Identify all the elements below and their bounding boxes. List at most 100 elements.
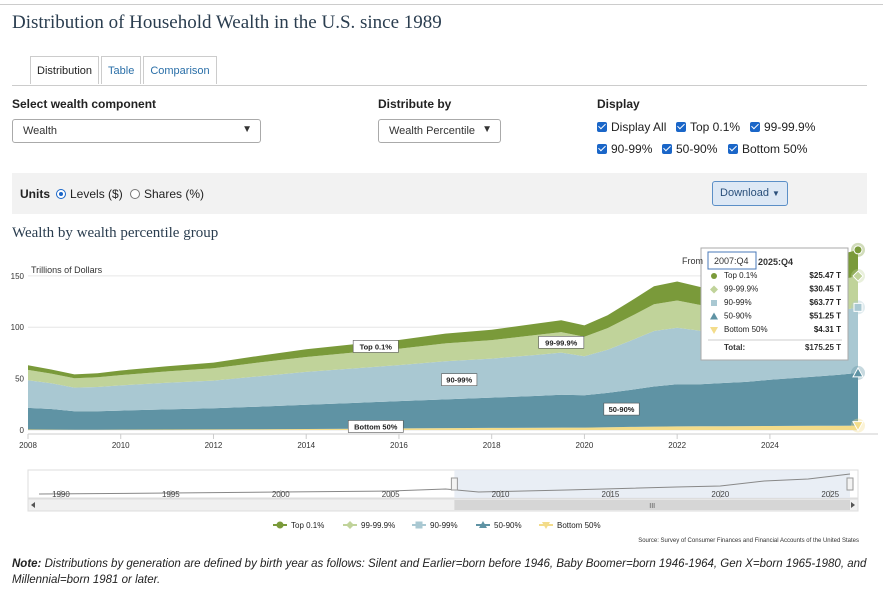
from-date-input[interactable] bbox=[707, 251, 757, 270]
series-triangle-down-icon bbox=[710, 327, 718, 334]
legend-label: 90-99% bbox=[430, 521, 458, 530]
navigator-tick-label: 2025 bbox=[821, 490, 839, 499]
band-label: Bottom 50% bbox=[354, 422, 398, 431]
tooltip-row: Top 0.1% $25.47 T bbox=[711, 271, 841, 280]
legend-label: 99-99.9% bbox=[361, 521, 395, 530]
checkbox-99-999[interactable]: 99-99.9% bbox=[750, 120, 815, 134]
chart-title: Wealth by wealth percentile group bbox=[12, 225, 219, 241]
marker-diamond bbox=[852, 270, 864, 282]
tooltip-row-label: 90-99% bbox=[724, 298, 752, 307]
checkbox-icon bbox=[597, 122, 607, 132]
radio-shares[interactable]: Shares (%) bbox=[130, 187, 204, 201]
navigator-tick-label: 2020 bbox=[711, 490, 729, 499]
total-label: Total: bbox=[724, 343, 745, 352]
y-tick-label: 50 bbox=[15, 375, 24, 384]
checkbox-icon bbox=[662, 144, 672, 154]
navigator-tick-label: 1990 bbox=[52, 490, 70, 499]
wealth-area-chart: 2008 2010 2012 2014 2016 2018 2020 2022 2024 0 50… bbox=[11, 242, 878, 544]
series-square-icon bbox=[711, 300, 717, 306]
band-label-box bbox=[352, 340, 399, 353]
units-bar: Units Levels ($) Shares (%) Download ▼ bbox=[12, 173, 867, 214]
end-marker bbox=[851, 418, 865, 433]
checkbox-bottom-50[interactable]: Bottom 50% bbox=[728, 142, 807, 156]
marker-triangle bbox=[852, 366, 864, 378]
legend-item: Top 0.1% bbox=[273, 521, 324, 530]
x-tick-label: 2020 bbox=[576, 441, 594, 450]
scroll-grip-icon: III bbox=[649, 503, 655, 510]
navigator-tick-label: 2010 bbox=[492, 490, 510, 499]
marker-halo bbox=[851, 418, 865, 433]
band-label: 50-90% bbox=[609, 405, 635, 414]
navigator-selection bbox=[454, 470, 850, 498]
band-label-box bbox=[347, 420, 404, 433]
chevron-down-icon: ▼ bbox=[482, 124, 492, 135]
checkbox-icon bbox=[597, 144, 607, 154]
checkbox-label: 50-90% bbox=[676, 142, 718, 156]
distribute-select-value: Wealth Percentile bbox=[389, 125, 476, 137]
band-label: 90-99% bbox=[446, 376, 472, 385]
x-tick-label: 2014 bbox=[297, 441, 315, 450]
marker-halo bbox=[851, 300, 865, 315]
download-label: Download bbox=[720, 187, 769, 199]
checkbox-90-99[interactable]: 90-99% bbox=[597, 142, 652, 156]
checkbox-icon bbox=[728, 144, 738, 154]
component-label: Select wealth component bbox=[12, 97, 157, 111]
navigator-handle bbox=[450, 477, 458, 491]
top-rule bbox=[0, 4, 883, 5]
radio-levels[interactable]: Levels ($) bbox=[56, 187, 123, 201]
radio-label: Shares (%) bbox=[144, 187, 205, 201]
end-marker bbox=[851, 365, 865, 380]
distribute-label: Distribute by bbox=[378, 97, 452, 111]
tab-distribution[interactable]: Distribution bbox=[30, 56, 100, 84]
tab-table[interactable]: Table bbox=[101, 56, 142, 84]
navigator-series-line bbox=[38, 473, 851, 495]
component-select[interactable]: Wealth ▼ bbox=[12, 119, 261, 143]
series-triangle-icon bbox=[710, 312, 718, 320]
x-tick-label: 2022 bbox=[668, 441, 686, 450]
tooltip-row: 90-99% $63.77 T bbox=[711, 298, 841, 307]
y-axis-label: Trillions of Dollars bbox=[31, 265, 103, 275]
tooltip-row-value: $25.47 T bbox=[809, 271, 841, 280]
end-marker bbox=[851, 269, 865, 284]
legend-item: 50-90% bbox=[476, 521, 522, 530]
checkbox-label: Display All bbox=[611, 120, 667, 134]
units-label: Units bbox=[20, 187, 50, 201]
tooltip-row: Bottom 50% $4.31 T bbox=[710, 325, 841, 334]
radio-icon bbox=[56, 189, 66, 199]
band-label: 99-99.9% bbox=[545, 338, 577, 347]
band-label-box bbox=[603, 402, 640, 416]
x-tick-label: 2018 bbox=[483, 441, 501, 450]
checkbox-label: Top 0.1% bbox=[690, 120, 741, 134]
checkbox-label: 90-99% bbox=[611, 142, 653, 156]
tooltip-row-value: $30.45 T bbox=[809, 285, 841, 294]
tooltip-row-value: $51.25 T bbox=[809, 312, 841, 321]
checkbox-display-all[interactable]: Display All bbox=[597, 120, 666, 134]
x-tick-label: 2012 bbox=[205, 441, 223, 450]
area-90-99- bbox=[28, 307, 858, 412]
scroll-left-icon bbox=[31, 502, 35, 508]
x-tick-label: 2008 bbox=[19, 441, 37, 450]
total-value: $175.25 T bbox=[805, 343, 841, 352]
area-50-90- bbox=[28, 372, 858, 430]
navigator-tick-label: 1995 bbox=[162, 490, 180, 499]
tab-comparison[interactable]: Comparison bbox=[143, 56, 217, 84]
download-button[interactable]: Download ▼ bbox=[712, 181, 788, 206]
source-note: Source: Survey of Consumer Finances and … bbox=[638, 538, 859, 544]
checkbox-top-01[interactable]: Top 0.1% bbox=[676, 120, 740, 134]
navigator-tick-label: 2015 bbox=[602, 490, 620, 499]
legend-triangle-down-icon bbox=[542, 522, 550, 529]
x-tick-label: 2024 bbox=[761, 441, 779, 450]
y-tick-label: 100 bbox=[11, 323, 25, 332]
legend-label: Bottom 50% bbox=[557, 521, 601, 530]
checkbox-50-90[interactable]: 50-90% bbox=[662, 142, 717, 156]
y-tick-label: 0 bbox=[20, 426, 25, 435]
navigator-tick-label: 2005 bbox=[382, 490, 400, 499]
marker-triangle-down bbox=[852, 421, 864, 432]
note-text: Distributions by generation are defined … bbox=[12, 558, 867, 586]
legend-square-icon bbox=[415, 521, 423, 529]
area-bottom-50- bbox=[28, 425, 858, 430]
tooltip-row: 50-90% $51.25 T bbox=[710, 312, 841, 321]
navigator-tick-label: 2000 bbox=[272, 490, 290, 499]
distribute-select[interactable]: Wealth Percentile ▼ bbox=[378, 119, 501, 143]
series-circle-icon bbox=[711, 273, 717, 279]
